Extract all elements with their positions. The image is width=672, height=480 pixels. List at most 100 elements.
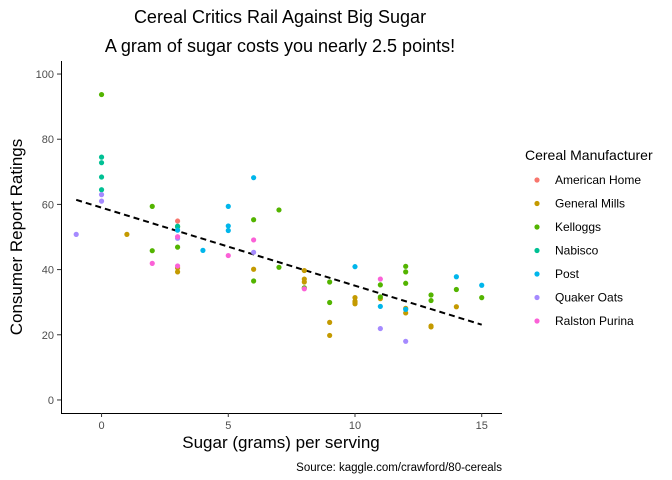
legend-swatch <box>534 271 539 276</box>
y-tick-label: 20 <box>42 330 54 342</box>
x-tick-label: 5 <box>225 420 231 432</box>
legend-items: American Home General Mills Kelloggs Nabisc… <box>534 173 641 328</box>
data-point <box>226 223 231 228</box>
data-point <box>327 300 332 305</box>
data-point <box>454 304 459 309</box>
data-point <box>99 155 104 160</box>
legend-item: American Home <box>534 173 641 187</box>
data-point <box>150 248 155 253</box>
data-point <box>226 253 231 258</box>
data-point <box>251 237 256 242</box>
data-point <box>99 160 104 165</box>
data-point <box>403 339 408 344</box>
legend-label: Post <box>555 267 580 281</box>
legend-label: Ralston Purina <box>555 314 634 328</box>
data-point <box>403 307 408 312</box>
legend-swatch <box>534 224 539 229</box>
data-point <box>302 279 307 284</box>
x-tick-label: 15 <box>476 420 488 432</box>
data-point <box>428 324 433 329</box>
data-point <box>378 276 383 281</box>
data-point <box>479 283 484 288</box>
data-point <box>175 245 180 250</box>
legend-item: Nabisco <box>534 244 598 258</box>
data-point <box>428 298 433 303</box>
legend-item: Ralston Purina <box>534 314 634 328</box>
legend-swatch <box>534 318 539 323</box>
data-point <box>276 207 281 212</box>
data-point <box>479 295 484 300</box>
data-point <box>74 232 79 237</box>
data-point <box>454 287 459 292</box>
legend: Cereal Manufacturer American Home General… <box>525 147 653 328</box>
legend-swatch <box>534 295 539 300</box>
legend-item: Kelloggs <box>534 220 601 234</box>
trend-line <box>76 200 482 325</box>
legend-item: General Mills <box>534 197 625 211</box>
trend-line-layer <box>76 200 482 325</box>
data-point <box>150 261 155 266</box>
y-tick-label: 0 <box>48 395 54 407</box>
legend-label: General Mills <box>555 197 625 211</box>
data-point <box>378 282 383 287</box>
data-point <box>276 265 281 270</box>
data-point <box>251 278 256 283</box>
y-tick-label: 100 <box>36 69 54 81</box>
legend-item: Quaker Oats <box>534 291 623 305</box>
x-tick-label: 0 <box>98 420 104 432</box>
legend-label: Kelloggs <box>555 220 601 234</box>
y-ticks: 0 20 40 60 80 100 <box>36 69 61 407</box>
data-point <box>352 301 357 306</box>
data-point <box>302 286 307 291</box>
data-point <box>99 192 104 197</box>
data-point <box>327 279 332 284</box>
data-point <box>378 294 383 299</box>
legend-title: Cereal Manufacturer <box>525 147 653 163</box>
data-point <box>99 187 104 192</box>
data-point <box>226 204 231 209</box>
legend-swatch <box>534 248 539 253</box>
x-tick-label: 10 <box>349 420 361 432</box>
y-tick-label: 60 <box>42 199 54 211</box>
data-point <box>175 218 180 223</box>
y-axis-title: Consumer Report Ratings <box>7 139 26 336</box>
data-point <box>251 267 256 272</box>
data-point <box>251 250 256 255</box>
legend-swatch <box>534 201 539 206</box>
data-point <box>403 264 408 269</box>
data-point <box>175 234 180 239</box>
data-point <box>251 217 256 222</box>
chart-title: Cereal Critics Rail Against Big Sugar <box>134 7 426 27</box>
data-point <box>99 199 104 204</box>
data-point <box>99 92 104 97</box>
legend-label: American Home <box>555 173 641 187</box>
plot-area: 0 5 10 15 0 20 40 60 80 100 <box>36 61 502 432</box>
data-point <box>403 269 408 274</box>
data-point <box>403 281 408 286</box>
data-point <box>378 304 383 309</box>
y-tick-label: 80 <box>42 134 54 146</box>
chart-caption: Source: kaggle.com/crawford/80-cereals <box>296 462 502 474</box>
data-point <box>175 263 180 268</box>
data-point <box>378 326 383 331</box>
data-point <box>327 320 332 325</box>
data-point <box>352 264 357 269</box>
chart-subtitle: A gram of sugar costs you nearly 2.5 poi… <box>105 36 455 56</box>
legend-swatch <box>534 177 539 182</box>
legend-label: Nabisco <box>555 244 599 258</box>
data-point <box>302 268 307 273</box>
data-point <box>175 269 180 274</box>
data-point <box>428 292 433 297</box>
legend-item: Post <box>534 267 579 281</box>
y-tick-label: 40 <box>42 265 54 277</box>
data-point <box>251 175 256 180</box>
x-ticks: 0 5 10 15 <box>98 413 487 432</box>
legend-label: Quaker Oats <box>555 291 623 305</box>
data-point <box>226 228 231 233</box>
data-point <box>124 232 129 237</box>
data-point <box>150 204 155 209</box>
data-point <box>200 248 205 253</box>
data-point <box>327 333 332 338</box>
x-axis-title: Sugar (grams) per serving <box>182 433 379 452</box>
